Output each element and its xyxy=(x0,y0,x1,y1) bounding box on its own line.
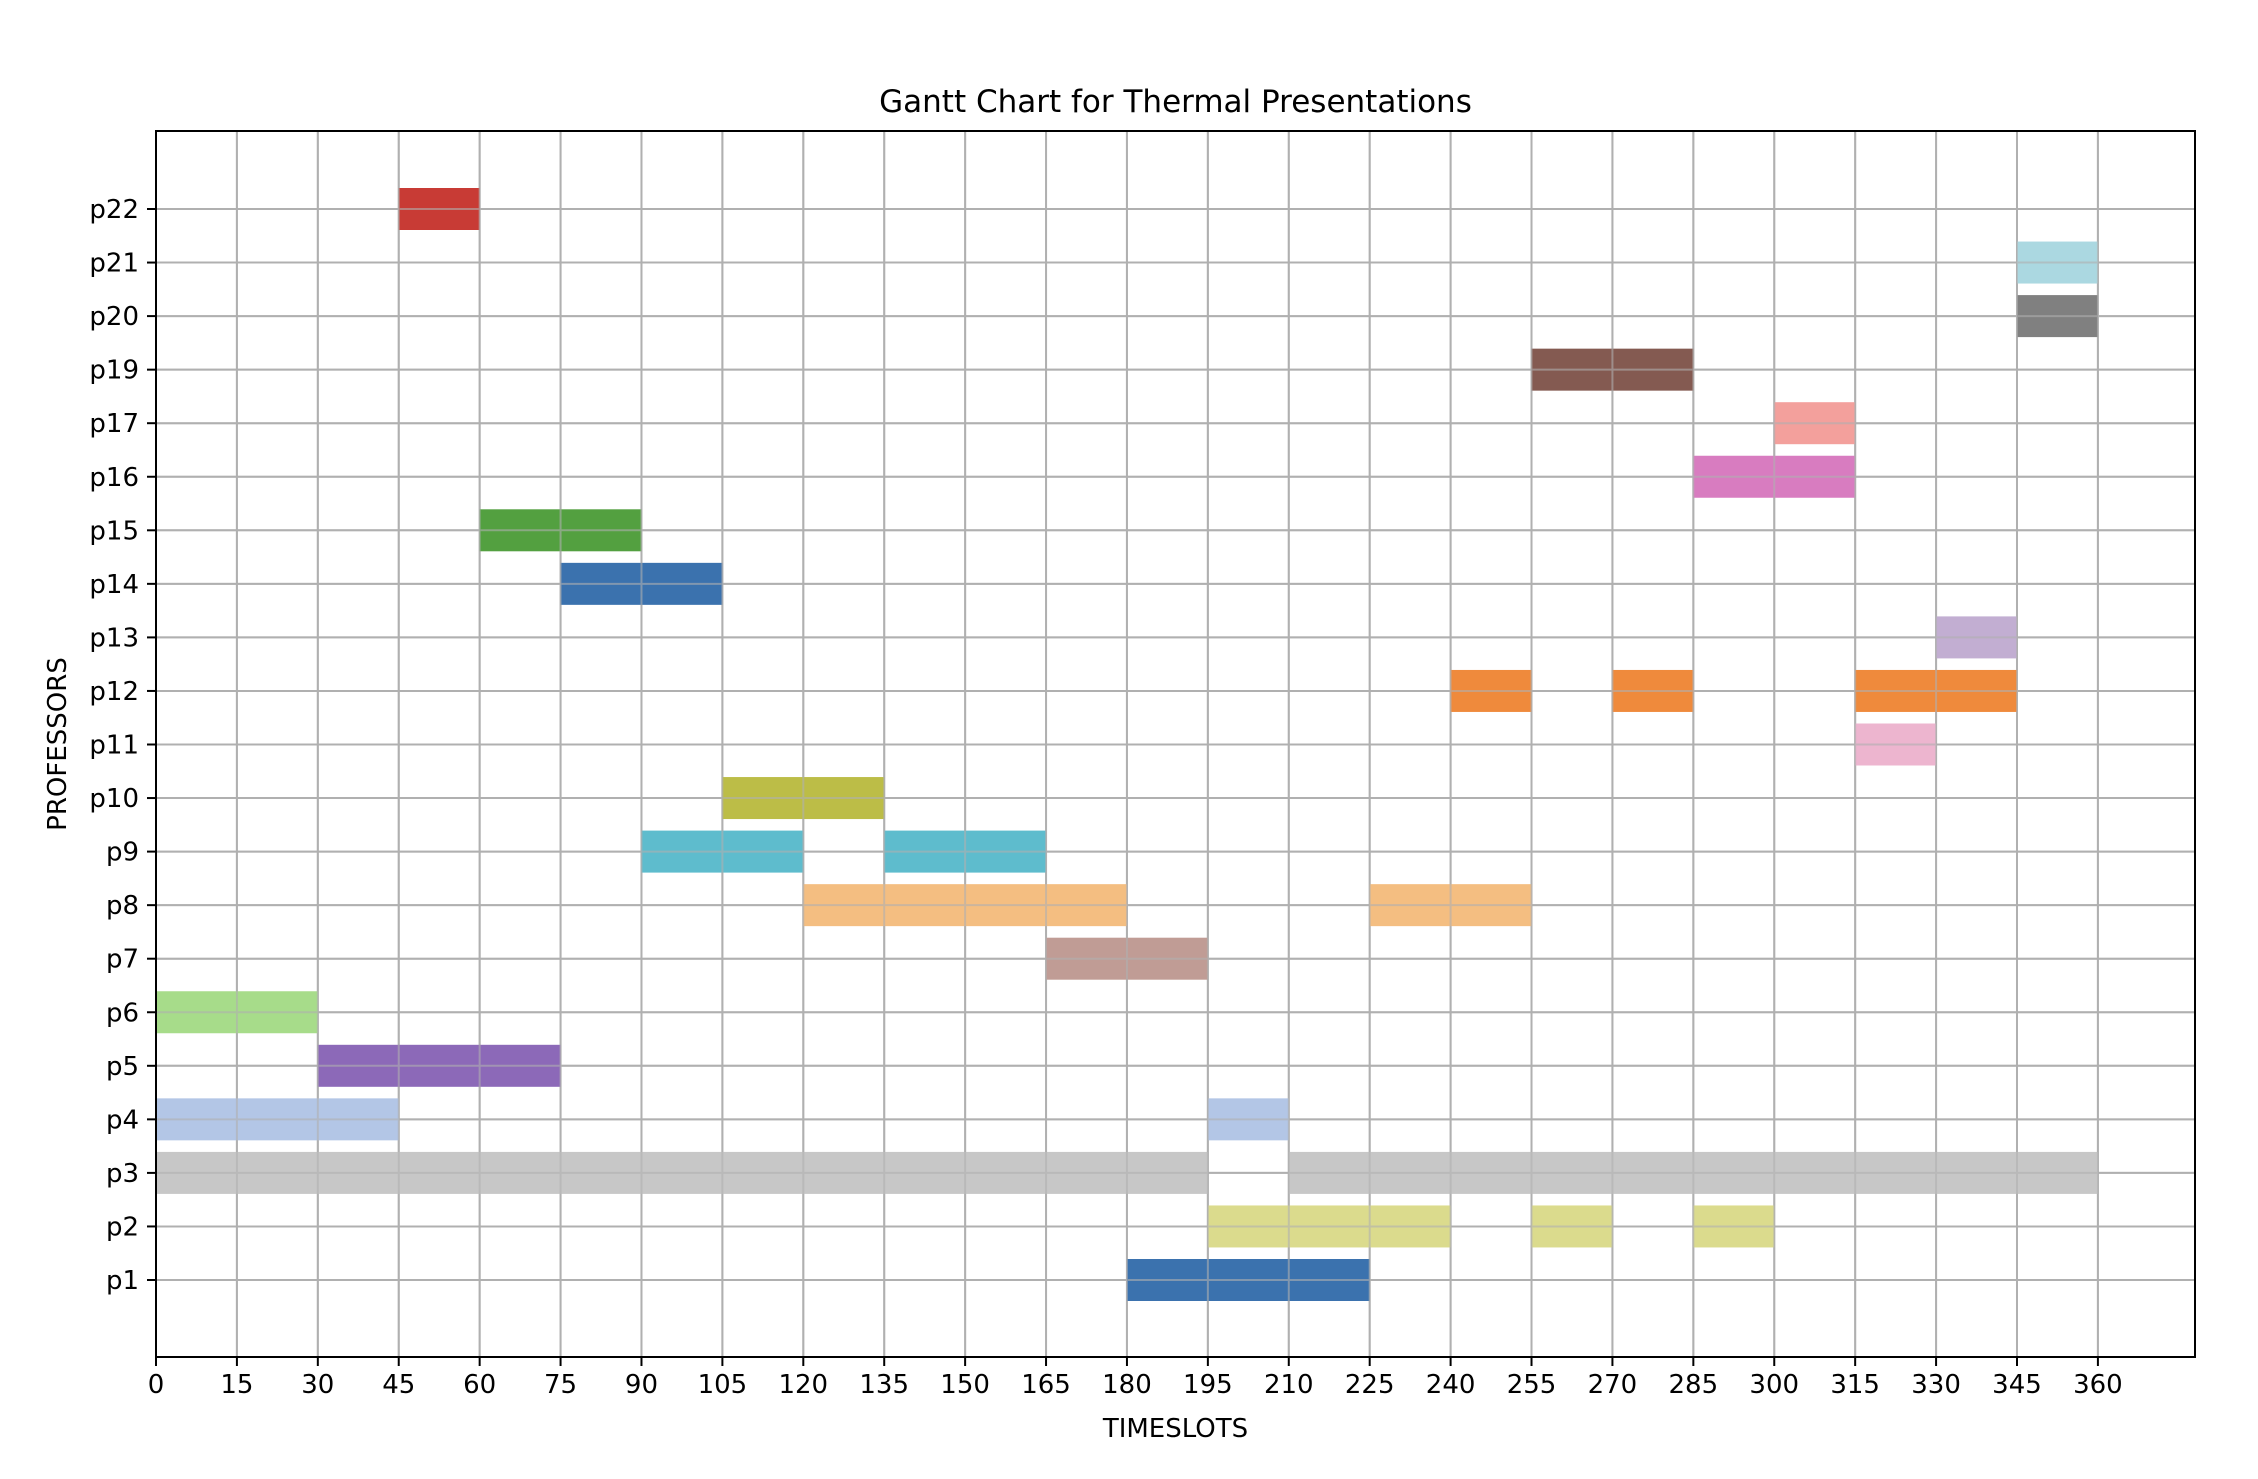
y-tick-label: p17 xyxy=(89,409,139,439)
y-tick-label: p4 xyxy=(106,1105,139,1135)
x-tick-label: 210 xyxy=(1264,1370,1314,1400)
y-tick-label: p6 xyxy=(106,998,139,1028)
y-tick-label: p14 xyxy=(89,570,139,600)
x-tick-label: 285 xyxy=(1669,1370,1719,1400)
y-tick-label: p13 xyxy=(89,623,139,653)
y-tick-label: p15 xyxy=(89,516,139,546)
x-tick-label: 135 xyxy=(859,1370,909,1400)
x-tick-label: 165 xyxy=(1021,1370,1071,1400)
grid-lines-overlay xyxy=(155,131,2195,1357)
x-tick-label: 120 xyxy=(778,1370,828,1400)
x-tick-label: 195 xyxy=(1183,1370,1233,1400)
x-tick-label: 240 xyxy=(1426,1370,1476,1400)
y-tick-label: p7 xyxy=(106,945,139,975)
y-tick-label: p12 xyxy=(89,677,139,707)
y-tick-label: p1 xyxy=(106,1266,139,1296)
x-tick-label: 330 xyxy=(1911,1370,1961,1400)
x-tick-label: 270 xyxy=(1588,1370,1638,1400)
x-tick-label: 60 xyxy=(463,1370,496,1400)
y-tick-label: p16 xyxy=(89,463,139,493)
x-tick-label: 300 xyxy=(1749,1370,1799,1400)
y-tick-label: p2 xyxy=(106,1212,139,1242)
x-tick-label: 150 xyxy=(940,1370,990,1400)
x-tick-label: 90 xyxy=(625,1370,658,1400)
y-tick-label: p8 xyxy=(106,891,139,921)
y-tick-label: p20 xyxy=(89,302,139,332)
x-tick-label: 30 xyxy=(301,1370,334,1400)
y-tick-label: p9 xyxy=(106,838,139,868)
y-axis-title: PROFESSORS xyxy=(43,657,73,831)
x-axis-ticks: 0 15 30 45 60 75 90 105 120 135 150 165 180 195 210 225… xyxy=(148,1357,2123,1400)
x-tick-label: 360 xyxy=(2073,1370,2123,1400)
y-axis-ticks: p1 p2 p3 p4 p5 p6 p7 p8 p9 p10 p11 p12 p13 p14 p15 p16 p… xyxy=(89,195,156,1296)
x-tick-label: 315 xyxy=(1830,1370,1880,1400)
y-tick-label: p5 xyxy=(106,1052,139,1082)
y-tick-label: p22 xyxy=(89,195,139,225)
x-axis-title: TIMESLOTS xyxy=(1102,1414,1248,1444)
x-tick-label: 345 xyxy=(1992,1370,2042,1400)
x-tick-label: 105 xyxy=(698,1370,748,1400)
y-tick-label: p21 xyxy=(89,249,139,279)
x-tick-label: 75 xyxy=(544,1370,577,1400)
y-tick-label: p11 xyxy=(89,731,139,761)
x-tick-label: 255 xyxy=(1507,1370,1557,1400)
x-tick-label: 0 xyxy=(148,1370,165,1400)
y-tick-label: p10 xyxy=(89,784,139,814)
x-tick-label: 45 xyxy=(382,1370,415,1400)
x-tick-label: 180 xyxy=(1102,1370,1152,1400)
y-tick-label: p3 xyxy=(106,1159,139,1189)
x-tick-label: 15 xyxy=(220,1370,253,1400)
x-tick-label: 225 xyxy=(1345,1370,1395,1400)
chart-title: Gantt Chart for Thermal Presentations xyxy=(879,84,1472,120)
y-tick-label: p19 xyxy=(89,356,139,386)
